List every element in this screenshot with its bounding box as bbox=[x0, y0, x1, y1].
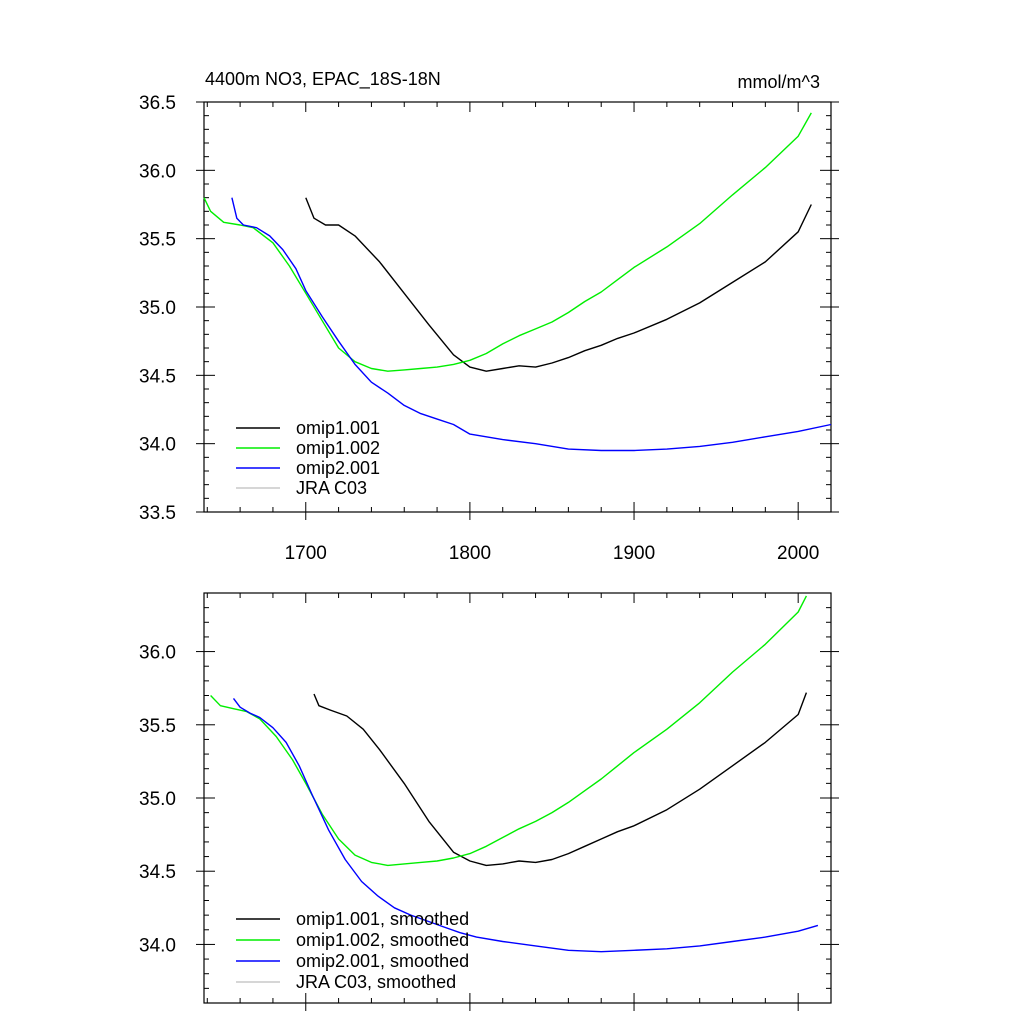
y-tick-label: 36.5 bbox=[139, 93, 176, 114]
y-tick-label: 35.0 bbox=[139, 789, 176, 810]
legend-label: omip1.002, smoothed bbox=[296, 930, 469, 950]
x-tick-label: 1900 bbox=[613, 543, 655, 564]
y-tick-label: 35.5 bbox=[139, 716, 176, 737]
legend-label: omip2.001 bbox=[296, 458, 380, 478]
series-line bbox=[210, 595, 808, 867]
chart-title: 4400m NO3, EPAC_18S-18N bbox=[205, 69, 441, 90]
y-tick-label: 35.5 bbox=[139, 230, 176, 251]
chart-units: mmol/m^3 bbox=[738, 72, 820, 92]
series-line bbox=[313, 692, 808, 867]
top-panel: 1700 1800 1900 2000 33.5 34.0 34.5 35.0 35.5 36.0… bbox=[139, 93, 839, 564]
series-line bbox=[232, 697, 819, 953]
series-line bbox=[231, 197, 832, 452]
y-tick-label: 36.0 bbox=[139, 161, 176, 182]
y-tick-label: 33.5 bbox=[139, 503, 176, 524]
x-tick-label: 2000 bbox=[777, 543, 819, 564]
y-tick-label: 36.0 bbox=[139, 643, 176, 664]
y-tick-label: 34.0 bbox=[139, 435, 176, 456]
legend-label: omip1.001, smoothed bbox=[296, 909, 469, 929]
y-tick-label: 35.0 bbox=[139, 298, 176, 319]
series-line bbox=[305, 197, 812, 372]
x-tick-label: 1800 bbox=[449, 543, 491, 564]
legend-label: JRA C03, smoothed bbox=[296, 972, 456, 992]
x-tick-label: 1700 bbox=[285, 543, 327, 564]
series-line bbox=[203, 112, 812, 372]
legend-label: omip1.001 bbox=[296, 418, 380, 438]
legend-label: omip1.002 bbox=[296, 438, 380, 458]
y-tick-label: 34.5 bbox=[139, 366, 176, 387]
y-tick-label: 34.5 bbox=[139, 862, 176, 883]
y-tick-label: 34.0 bbox=[139, 935, 176, 956]
legend-label: omip2.001, smoothed bbox=[296, 951, 469, 971]
legend-label: JRA C03 bbox=[296, 478, 367, 498]
